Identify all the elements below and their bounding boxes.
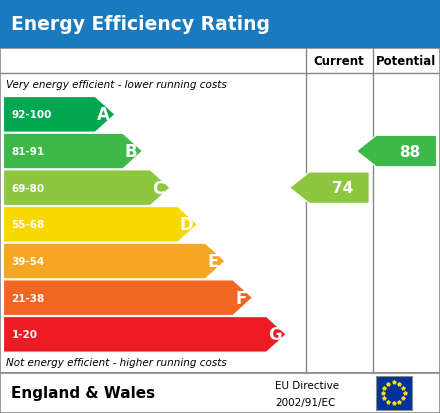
Text: EU Directive: EU Directive [275,380,339,390]
Polygon shape [290,173,369,204]
Text: Energy Efficiency Rating: Energy Efficiency Rating [11,15,270,34]
Polygon shape [4,317,286,352]
Text: 21-38: 21-38 [11,293,45,303]
Text: 88: 88 [399,144,421,159]
Bar [0,49,440,373]
Text: 81-91: 81-91 [11,147,44,157]
Text: 55-68: 55-68 [11,220,45,230]
Text: 2002/91/EC: 2002/91/EC [275,397,335,407]
Bar [0,0,440,49]
Polygon shape [4,280,253,316]
Text: E: E [208,252,219,271]
Text: D: D [179,216,193,234]
Text: 92-100: 92-100 [11,110,52,120]
Polygon shape [356,136,436,167]
Text: Not energy efficient - higher running costs: Not energy efficient - higher running co… [6,358,227,368]
Text: A: A [97,106,110,124]
Polygon shape [4,171,170,206]
Text: 1-20: 1-20 [11,330,37,339]
Text: Current: Current [314,55,365,68]
Polygon shape [4,244,225,279]
Text: 69-80: 69-80 [11,183,44,193]
Bar [376,376,412,410]
Bar [0,373,440,413]
Text: C: C [152,179,165,197]
Text: Potential: Potential [376,55,436,68]
Text: G: G [268,325,282,344]
Text: 74: 74 [332,181,353,196]
Polygon shape [4,97,115,133]
Text: England & Wales: England & Wales [11,385,155,401]
Text: 39-54: 39-54 [11,256,45,266]
Polygon shape [4,134,143,169]
Text: B: B [125,142,137,161]
Polygon shape [4,207,198,242]
Text: Very energy efficient - lower running costs: Very energy efficient - lower running co… [6,80,227,90]
Text: F: F [235,289,247,307]
